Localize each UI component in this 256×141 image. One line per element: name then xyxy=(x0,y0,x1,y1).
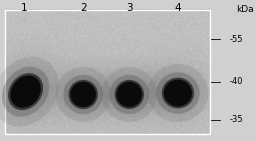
Ellipse shape xyxy=(2,67,49,117)
Ellipse shape xyxy=(69,80,98,109)
Ellipse shape xyxy=(156,72,200,114)
Ellipse shape xyxy=(63,75,103,114)
Ellipse shape xyxy=(147,64,208,122)
Text: -40: -40 xyxy=(229,77,243,86)
Text: 1: 1 xyxy=(21,4,28,13)
Ellipse shape xyxy=(162,78,194,108)
Text: 2: 2 xyxy=(80,4,87,13)
Ellipse shape xyxy=(164,80,192,106)
Text: kDa: kDa xyxy=(236,5,253,14)
Ellipse shape xyxy=(110,75,149,114)
Text: -35: -35 xyxy=(229,115,243,124)
Text: -55: -55 xyxy=(229,35,243,44)
Ellipse shape xyxy=(70,82,96,107)
Ellipse shape xyxy=(8,73,43,110)
Ellipse shape xyxy=(0,57,59,127)
Text: 3: 3 xyxy=(126,4,133,13)
Text: 4: 4 xyxy=(175,4,181,13)
Ellipse shape xyxy=(115,80,144,109)
Ellipse shape xyxy=(56,67,111,122)
Ellipse shape xyxy=(10,76,41,108)
Ellipse shape xyxy=(101,67,157,122)
Ellipse shape xyxy=(116,82,142,107)
